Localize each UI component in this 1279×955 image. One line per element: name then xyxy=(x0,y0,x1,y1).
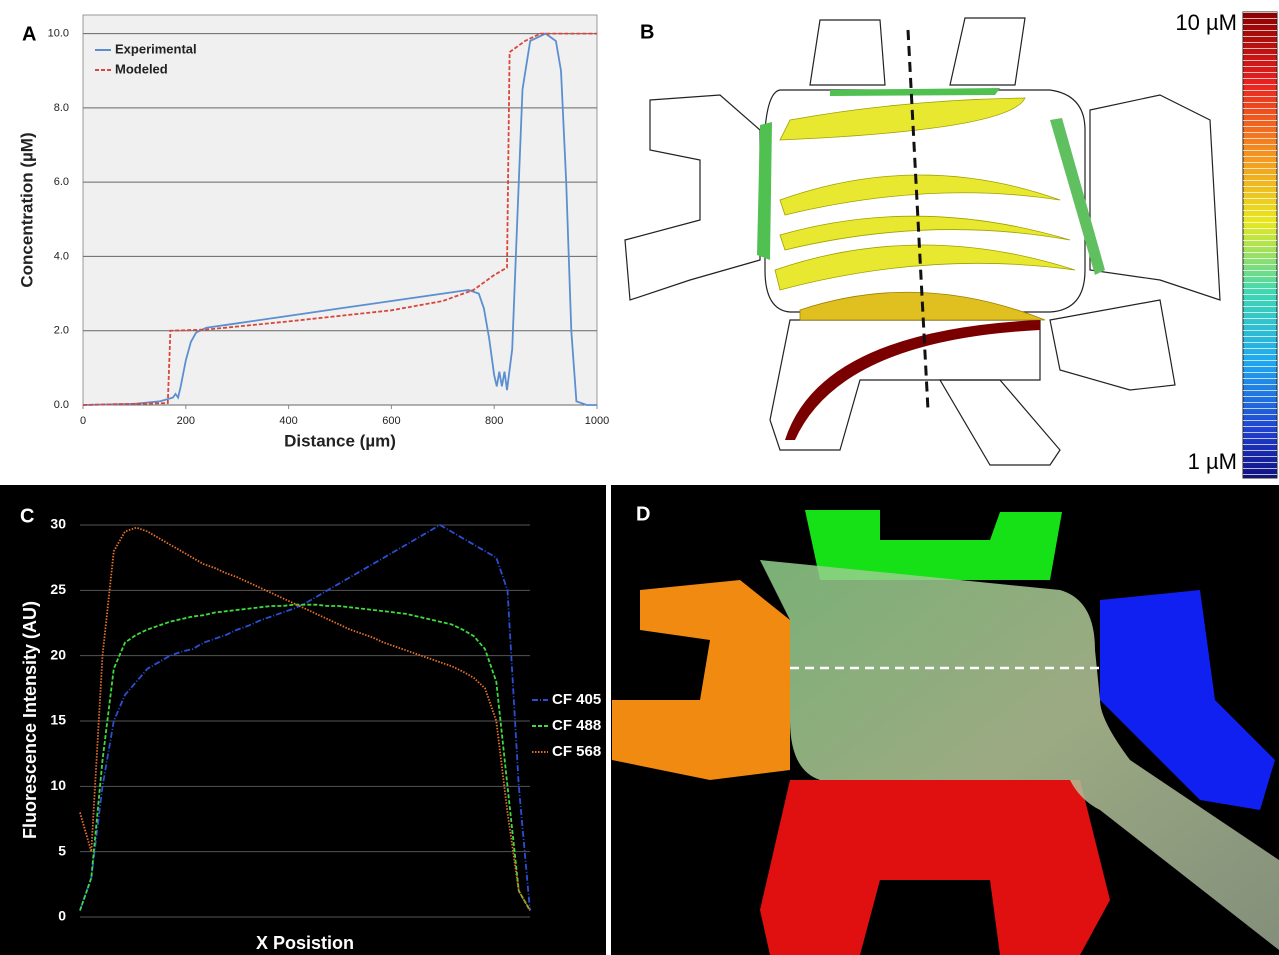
legend-label: Experimental xyxy=(115,41,197,56)
y-tick-label: 5 xyxy=(58,842,66,858)
y-tick-label: 0 xyxy=(58,908,66,924)
colorbar-min: 1 µM xyxy=(1188,449,1237,474)
y-tick-label: 25 xyxy=(50,581,66,597)
panel-label: B xyxy=(640,21,654,43)
figure: B 10 µM 1 µM D 0.02.04.06.08.010.0020040… xyxy=(0,0,1279,955)
panel-label: D xyxy=(636,503,650,525)
x-tick-label: 1000 xyxy=(585,415,609,427)
y-tick-label: 0.0 xyxy=(54,399,69,411)
colorbar-stripes xyxy=(1243,12,1277,478)
legend-label: Modeled xyxy=(115,61,168,76)
x-tick-label: 0 xyxy=(80,415,86,427)
x-tick-label: 600 xyxy=(382,415,400,427)
panel-b-illustration xyxy=(625,18,1220,465)
x-tick-label: 800 xyxy=(485,415,503,427)
x-tick-label: 400 xyxy=(279,415,297,427)
y-tick-label: 20 xyxy=(50,646,66,662)
panel-label: C xyxy=(20,505,34,527)
y-tick-label: 10.0 xyxy=(48,27,69,39)
panel-b-ribbons xyxy=(757,88,1105,440)
x-axis-label: Distance (µm) xyxy=(284,431,396,450)
y-tick-label: 2.0 xyxy=(54,325,69,337)
x-tick-label: 200 xyxy=(177,415,195,427)
y-axis-label: Concentration (µM) xyxy=(17,132,36,287)
panel-c-bg xyxy=(0,485,606,955)
legend-label: CF 488 xyxy=(552,717,601,734)
y-tick-label: 4.0 xyxy=(54,250,69,262)
x-axis-label: X Posistion xyxy=(256,933,354,953)
y-tick-label: 15 xyxy=(50,712,66,728)
y-tick-label: 30 xyxy=(50,516,66,532)
legend-label: CF 568 xyxy=(552,743,601,760)
y-axis-label: Fluorescence Intensity (AU) xyxy=(20,601,40,839)
colorbar-max: 10 µM xyxy=(1175,10,1237,35)
legend-label: CF 405 xyxy=(552,691,601,708)
y-tick-label: 6.0 xyxy=(54,176,69,188)
y-tick-label: 10 xyxy=(50,777,66,793)
panel-label: A xyxy=(22,23,36,45)
y-tick-label: 8.0 xyxy=(54,102,69,114)
